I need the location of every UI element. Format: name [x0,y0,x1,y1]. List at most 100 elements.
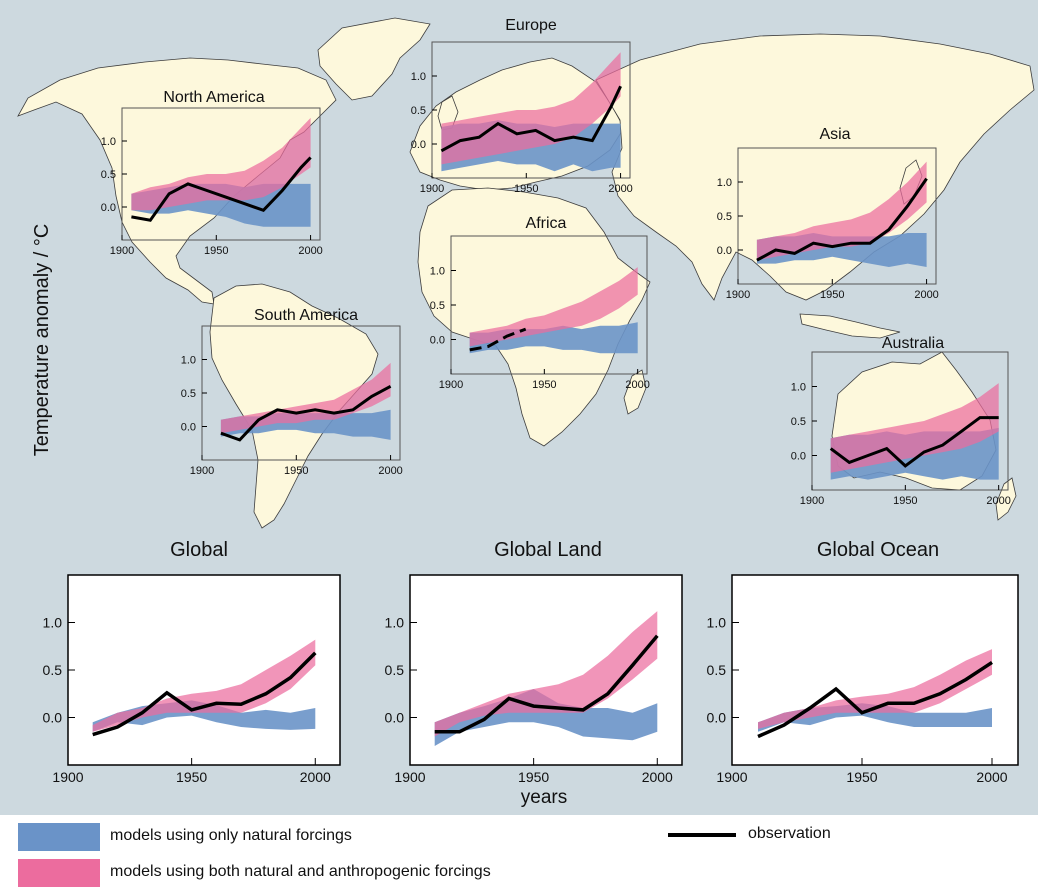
y-tick-label: 1.0 [101,136,116,148]
chart-asia: 0.0 0.5 1.0 1900 1950 2000 Asia [717,126,939,301]
anthropogenic-forcing-band [131,117,311,211]
chart-global: 0.0 0.5 1.0 1900 1950 2000 Global [43,539,341,785]
observation-line [131,156,312,222]
x-tick-label: 2000 [298,245,322,257]
indonesia-shape [799,313,901,339]
x-axis-label: years [521,787,567,808]
y-tick-label: 1.0 [791,381,806,393]
observation-line [757,660,993,739]
x-tick-label: 2000 [642,769,673,785]
legend-area [0,815,1038,892]
anthropogenic-forcing-band [758,649,992,729]
y-tick-label: 0.0 [101,202,116,214]
y-tick-label: 0.0 [791,450,806,462]
observation-line [92,651,317,737]
legend-observation-line [668,833,736,837]
y-tick-label: 0.5 [707,662,727,678]
x-tick-label: 1950 [846,769,877,785]
chart-title: Australia [882,335,944,352]
x-tick-label: 1900 [726,289,750,301]
observation-line [469,327,527,352]
observation-line [434,634,659,734]
y-tick-label: 0.0 [385,709,405,725]
chart-title: North America [163,89,264,106]
chart-south-america: 0.0 0.5 1.0 1900 1950 2000 South America [181,307,403,477]
y-tick-label: 0.0 [430,334,445,346]
x-tick-label: 1950 [514,183,538,195]
chart-title: Global [170,539,228,561]
y-tick-label: 0.5 [43,662,63,678]
y-tick-label: 0.5 [430,300,445,312]
x-tick-label: 1950 [893,495,917,507]
y-tick-label: 0.5 [411,105,426,117]
x-tick-label: 2000 [608,183,632,195]
chart-australia: 0.0 0.5 1.0 1900 1950 2000 Australia [791,335,1011,507]
y-tick-label: 0.5 [181,388,196,400]
chart-title: Europe [505,17,557,34]
y-tick-label: 0.0 [43,709,63,725]
x-tick-label: 2000 [914,289,938,301]
observation-line [440,85,622,153]
observation-line [829,416,999,468]
x-tick-label: 1950 [284,465,308,477]
x-tick-label: 2000 [300,769,331,785]
y-tick-label: 1.0 [430,265,445,277]
legend-natural-label: models using only natural forcings [110,827,352,844]
y-tick-label: 1.0 [181,354,196,366]
madagascar-shape [623,369,647,415]
observation-line [756,177,928,262]
north-america-shape [17,57,337,305]
y-tick-label: 0.5 [385,662,405,678]
chart-north-america: 0.0 0.5 1.0 1900 1950 2000 North America [101,89,323,257]
y-tick-label: 1.0 [385,614,405,630]
chart-global-ocean: 0.0 0.5 1.0 1900 1950 2000 Global Ocean [707,539,1019,785]
chart-title: Global Ocean [817,539,939,561]
y-axis-label: Temperature anomaly / °C [31,224,53,457]
y-tick-label: 0.0 [181,421,196,433]
x-tick-label: 1900 [800,495,824,507]
africa-shape [417,187,651,447]
x-tick-label: 1900 [439,379,463,391]
y-tick-label: 0.0 [707,709,727,725]
x-tick-label: 1950 [532,379,556,391]
greenland-shape [317,17,431,101]
y-tick-label: 1.0 [43,614,63,630]
x-tick-label: 2000 [378,465,402,477]
asia-shape [595,33,1035,301]
y-tick-label: 1.0 [411,71,426,83]
legend-anthropogenic-swatch [18,859,100,887]
y-tick-label: 0.0 [717,245,732,257]
x-tick-label: 1950 [176,769,207,785]
chart-title: Asia [819,126,850,143]
y-tick-label: 0.5 [791,416,806,428]
x-tick-label: 1950 [204,245,228,257]
y-tick-label: 0.5 [101,169,116,181]
chart-global-land: 0.0 0.5 1.0 1900 1950 2000 Global Land [385,539,683,785]
legend-natural-swatch [18,823,100,851]
chart-africa: 0.0 0.5 1.0 1900 1950 2000 Africa [430,215,650,391]
legend-anthropogenic-label: models using both natural and anthropoge… [110,863,491,880]
x-tick-label: 1900 [716,769,747,785]
natural-forcing-band [434,689,658,746]
legend-observation-label: observation [748,825,831,842]
x-tick-label: 1900 [394,769,425,785]
new-zealand-shape [995,477,1017,521]
y-tick-label: 0.5 [717,211,732,223]
x-tick-label: 1900 [110,245,134,257]
x-tick-label: 1950 [518,769,549,785]
chart-title: South America [254,307,358,324]
anthropogenic-forcing-band [434,611,658,737]
anthropogenic-forcing-band [441,52,621,165]
x-tick-label: 2000 [986,495,1010,507]
y-tick-label: 0.0 [411,139,426,151]
observation-line [220,384,392,442]
south-america-shape [209,283,379,529]
anthropogenic-forcing-band [469,267,638,347]
anthropogenic-forcing-band [830,383,999,473]
chart-europe: 0.0 0.5 1.0 1900 1950 2000 Europe [411,17,633,195]
y-tick-label: 1.0 [717,177,732,189]
y-tick-label: 1.0 [707,614,727,630]
chart-title: Global Land [494,539,602,561]
